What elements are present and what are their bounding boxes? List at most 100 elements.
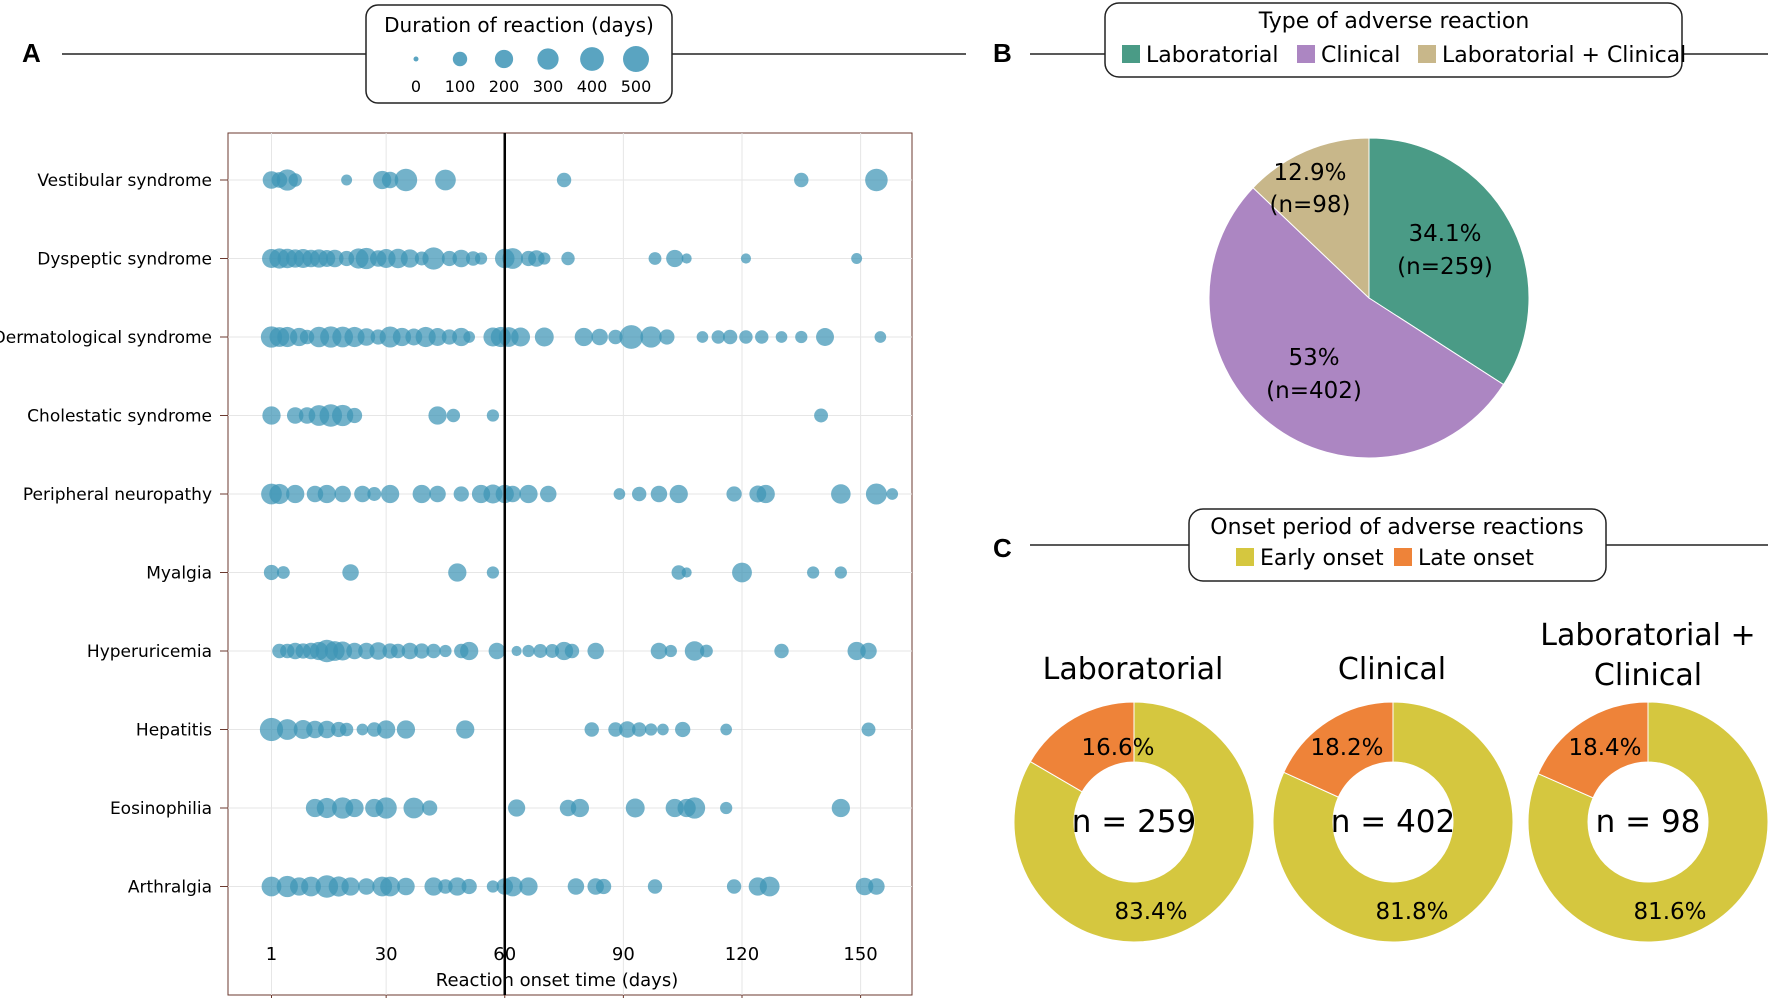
- scatter-point: [429, 485, 446, 503]
- donut-center-clinical: n = 402: [1331, 804, 1456, 840]
- scatter-point: [452, 249, 471, 268]
- scatter-point: [538, 252, 551, 265]
- scatter-point: [439, 644, 452, 658]
- scatter-point: [564, 643, 580, 659]
- donut-title-lab-clinical-line1: Laboratorial +: [1540, 618, 1755, 653]
- donut-early-label-clinical: 81.8%: [1375, 899, 1448, 925]
- scatter-point: [816, 328, 834, 346]
- scatter-point: [584, 722, 599, 737]
- scatter-point: [671, 565, 686, 580]
- scatter-point: [755, 330, 769, 344]
- scatter-point: [377, 720, 396, 739]
- size-legend-label: 500: [621, 77, 652, 96]
- pie-label-pct-laboratorial: 34.1%: [1408, 221, 1481, 247]
- category-label: Hyperuricemia: [87, 642, 212, 662]
- scatter-point: [355, 247, 378, 270]
- scatter-point: [269, 483, 290, 505]
- scatter-point: [625, 798, 645, 818]
- scatter-point: [868, 878, 885, 895]
- donut-segment-late: [1283, 701, 1394, 798]
- scatter-point: [446, 408, 461, 423]
- scatter-point: [619, 721, 636, 738]
- scatter-point: [650, 642, 668, 660]
- scatter-point: [286, 484, 305, 504]
- scatter-point: [775, 331, 788, 343]
- scatter-point: [339, 722, 354, 737]
- scatter-point: [795, 330, 808, 344]
- donut-laboratorial: [1013, 701, 1255, 943]
- donut-title-clinical: Clinical: [1338, 652, 1446, 687]
- category-label: Eosinophilia: [110, 799, 212, 819]
- size-legend-bubble: [452, 51, 468, 67]
- scatter-point: [650, 485, 668, 503]
- scatter-point: [647, 879, 663, 894]
- scatter-plot-area: [227, 132, 913, 996]
- size-legend-bubble: [494, 49, 514, 69]
- scatter-point: [456, 720, 475, 739]
- type-legend-box: [1104, 2, 1683, 78]
- scatter-point: [556, 172, 572, 188]
- legend-swatch-clinical: [1297, 45, 1315, 63]
- scatter-point: [807, 566, 820, 579]
- scatter-point: [346, 407, 363, 424]
- scatter-point: [608, 722, 623, 737]
- scatter-point: [288, 173, 302, 187]
- scatter-point: [400, 249, 420, 268]
- size-legend-label: 300: [533, 77, 564, 96]
- x-tick-label: 120: [725, 944, 759, 965]
- scatter-point: [403, 797, 425, 819]
- scatter-point: [412, 484, 431, 504]
- scatter-point: [333, 641, 353, 661]
- scatter-point: [380, 484, 400, 504]
- x-axis-label: Reaction onset time (days): [436, 970, 678, 991]
- donut-segment-early: [1527, 701, 1769, 943]
- scatter-point: [346, 642, 363, 660]
- donut-segment-late: [1029, 701, 1135, 793]
- scatter-point: [448, 563, 467, 582]
- size-legend-bubble: [623, 46, 649, 72]
- scatter-point: [263, 564, 280, 581]
- scatter-point: [341, 174, 353, 186]
- scatter-point: [720, 801, 733, 815]
- scatter-point: [488, 642, 506, 660]
- pie-label-n-laboratorial: (n=259): [1397, 254, 1493, 280]
- scatter-point: [424, 877, 443, 896]
- scatter-point: [508, 799, 526, 817]
- scatter-point: [486, 880, 500, 893]
- category-label: Peripheral neuropathy: [23, 485, 212, 505]
- donut-early-label-lab-clinical: 81.6%: [1633, 899, 1706, 925]
- donut-early-label-laboratorial: 83.4%: [1114, 899, 1187, 925]
- scatter-point: [357, 328, 376, 346]
- donut-segment-early: [1013, 701, 1255, 943]
- scatter-point: [262, 406, 281, 425]
- scatter-point: [861, 722, 876, 737]
- scatter-point: [740, 253, 752, 264]
- scatter-point: [865, 483, 887, 505]
- pie-slice-clinical: [1208, 187, 1505, 459]
- size-legend-bubble: [537, 48, 559, 70]
- x-tick-label: 90: [612, 944, 635, 965]
- size-legend: 0 100 200 300 400 500: [411, 46, 651, 96]
- scatter-point: [318, 720, 336, 739]
- scatter-point: [367, 487, 382, 501]
- legend-label-late: Late onset: [1418, 546, 1534, 571]
- type-legend-title: Type of adverse reaction: [1258, 9, 1530, 34]
- scatter-x-ticks: 1 30 60 90 120 150: [266, 944, 878, 998]
- scatter-point: [317, 484, 336, 504]
- pie-label-n-clinical: (n=402): [1266, 378, 1362, 404]
- scatter-point: [874, 331, 887, 343]
- scatter-point: [696, 331, 709, 343]
- scatter-point: [561, 251, 575, 266]
- scatter-point: [486, 409, 500, 422]
- scatter-point: [683, 797, 706, 819]
- scatter-point: [865, 168, 888, 192]
- scatter-point: [591, 328, 608, 346]
- size-legend-bubble: [413, 56, 419, 62]
- panel-b-letter: B: [993, 38, 1012, 68]
- pie-label-pct-lab-clinical: 12.9%: [1273, 160, 1346, 186]
- scatter-point: [794, 172, 809, 188]
- scatter-point: [756, 484, 775, 504]
- scatter-point: [722, 329, 738, 345]
- scatter-point: [461, 878, 477, 895]
- size-legend-label: 400: [577, 77, 608, 96]
